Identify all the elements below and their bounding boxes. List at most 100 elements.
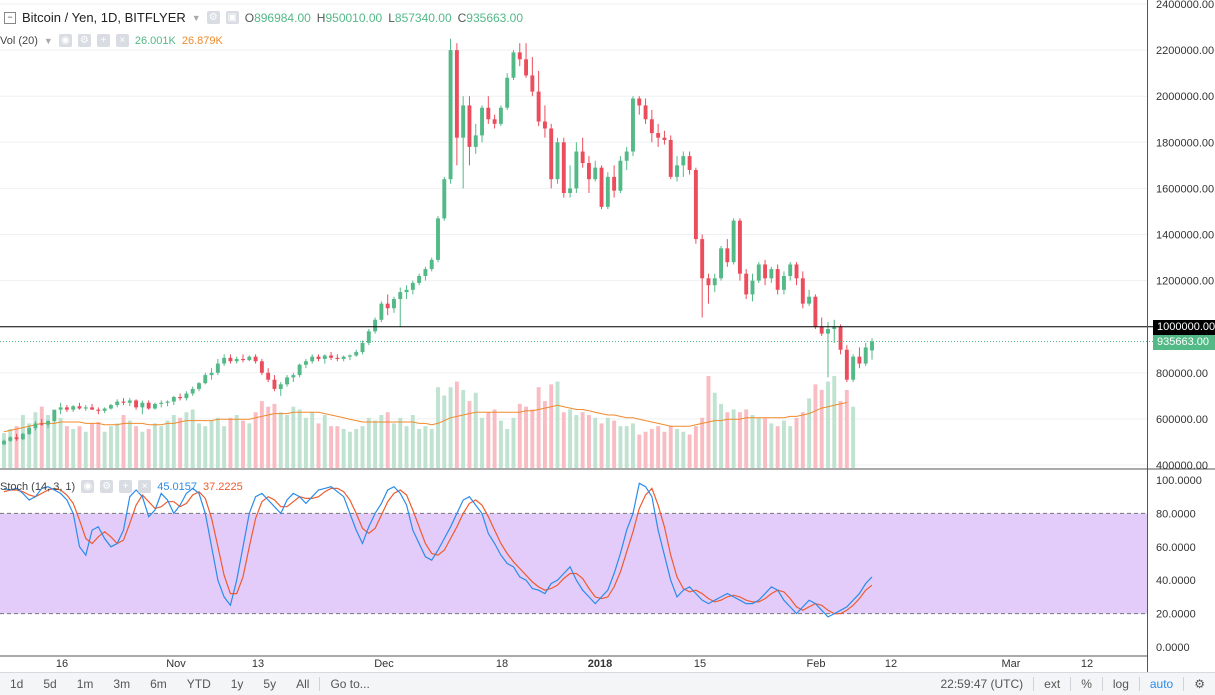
volume-bar xyxy=(517,403,522,468)
volume-bar xyxy=(851,406,856,468)
candle-body xyxy=(392,299,396,309)
candle-body xyxy=(303,361,308,365)
close-icon[interactable]: × xyxy=(138,480,152,493)
volume-bar xyxy=(108,426,113,468)
volume-bar xyxy=(247,423,252,468)
divider xyxy=(319,677,321,691)
range-3m[interactable]: 3m xyxy=(113,677,131,691)
volume-bar xyxy=(769,423,774,468)
range-5d[interactable]: 5d xyxy=(43,677,57,691)
candle-body xyxy=(134,400,139,408)
candle-body xyxy=(52,409,57,422)
candle-body xyxy=(486,107,491,120)
range-5y[interactable]: 5y xyxy=(263,677,277,691)
candle-body xyxy=(8,437,13,441)
settings-icon[interactable]: ⚙ xyxy=(77,34,91,47)
goto-button[interactable]: Go to... xyxy=(330,677,370,691)
volume-bar xyxy=(505,428,510,468)
candle-body xyxy=(429,259,434,270)
candle-body xyxy=(662,137,667,140)
volume-bar xyxy=(832,376,837,468)
settings-icon[interactable]: ⚙ xyxy=(100,480,114,493)
volume-bar xyxy=(197,423,201,468)
stoch-tick-label: 20.0000 xyxy=(1156,609,1196,621)
volume-bar xyxy=(656,426,661,468)
volume-bar xyxy=(297,409,302,468)
candle-body xyxy=(813,296,818,327)
eye-icon[interactable]: ◉ xyxy=(81,480,95,493)
candle-body xyxy=(737,220,742,274)
candle-body xyxy=(335,357,340,359)
candle-body xyxy=(253,356,258,362)
eye-icon[interactable]: ◉ xyxy=(58,34,72,47)
range-ytd[interactable]: YTD xyxy=(186,677,211,691)
close-icon[interactable]: × xyxy=(115,34,129,47)
candle-body xyxy=(83,407,88,409)
volume-bar xyxy=(612,420,617,468)
volume-bar xyxy=(668,426,673,468)
volume-label[interactable]: Vol (20) xyxy=(0,34,38,47)
volume-bar xyxy=(624,426,629,468)
candle-body xyxy=(599,167,604,207)
range-1d[interactable]: 1d xyxy=(10,677,24,691)
stoch-label[interactable]: Stoch (14, 3, 1) xyxy=(0,480,76,493)
volume-bar xyxy=(171,415,176,468)
candle-body xyxy=(373,319,378,332)
volume-bar xyxy=(788,426,793,468)
settings-icon[interactable]: ⚙ xyxy=(206,11,220,24)
candle-body xyxy=(165,401,170,403)
volume-bar xyxy=(712,392,717,468)
symbol-title[interactable]: Bitcoin / Yen, 1D, BITFLYER xyxy=(22,10,186,25)
volume-bar xyxy=(96,422,101,468)
log-toggle[interactable]: log xyxy=(1112,677,1129,691)
collapse-icon[interactable]: − xyxy=(4,11,16,24)
volume-dropdown-icon[interactable]: ▼ xyxy=(43,35,53,46)
volume-bar xyxy=(134,426,139,468)
volume-bar xyxy=(725,412,730,468)
level-price-tag: 1000000.00 xyxy=(1153,319,1215,335)
volume-bar xyxy=(215,417,220,468)
gear-icon[interactable]: ⚙ xyxy=(1194,677,1205,691)
candle-body xyxy=(46,421,50,425)
range-6m[interactable]: 6m xyxy=(150,677,167,691)
volume-bar xyxy=(20,415,25,468)
format-icon[interactable]: ▣ xyxy=(225,11,239,24)
volume-bar xyxy=(165,420,170,468)
candle-body xyxy=(568,188,573,194)
candle-body xyxy=(272,379,277,389)
volume-bar xyxy=(643,431,648,468)
range-1y[interactable]: 1y xyxy=(230,677,244,691)
stoch-tick-label: 40.0000 xyxy=(1156,575,1196,587)
add-icon[interactable]: + xyxy=(119,480,133,493)
volume-bar xyxy=(731,409,736,468)
volume-bar xyxy=(700,417,705,468)
volume-bar xyxy=(675,428,679,468)
volume-bar xyxy=(178,417,183,468)
price-tick-label: 800000.00 xyxy=(1156,368,1208,380)
candle-body xyxy=(215,363,220,373)
volume-bar xyxy=(46,415,50,468)
volume-bar xyxy=(341,428,346,468)
price-tick-label: 2000000.00 xyxy=(1156,91,1214,103)
auto-toggle[interactable]: auto xyxy=(1149,677,1174,691)
percent-toggle[interactable]: % xyxy=(1081,677,1092,691)
volume-bar xyxy=(775,426,780,468)
candle-body xyxy=(347,355,352,357)
candle-body xyxy=(20,433,25,440)
range-all[interactable]: All xyxy=(296,677,310,691)
candle-body xyxy=(631,98,635,152)
ext-toggle[interactable]: ext xyxy=(1044,677,1061,691)
volume-bar xyxy=(417,428,422,468)
candle-body xyxy=(756,264,761,281)
candle-body xyxy=(693,169,698,240)
time-tick-label: 16 xyxy=(56,658,68,670)
volume-bar xyxy=(241,420,245,468)
candle-body xyxy=(379,303,384,320)
symbol-dropdown-icon[interactable]: ▼ xyxy=(191,12,201,23)
volume-bar xyxy=(146,428,151,468)
stoch-legend: Stoch (14, 3, 1) ◉ ⚙ + × 45.0157 37.2225 xyxy=(0,480,243,493)
add-icon[interactable]: + xyxy=(96,34,110,47)
candle-body xyxy=(731,220,736,263)
range-1m[interactable]: 1m xyxy=(76,677,94,691)
